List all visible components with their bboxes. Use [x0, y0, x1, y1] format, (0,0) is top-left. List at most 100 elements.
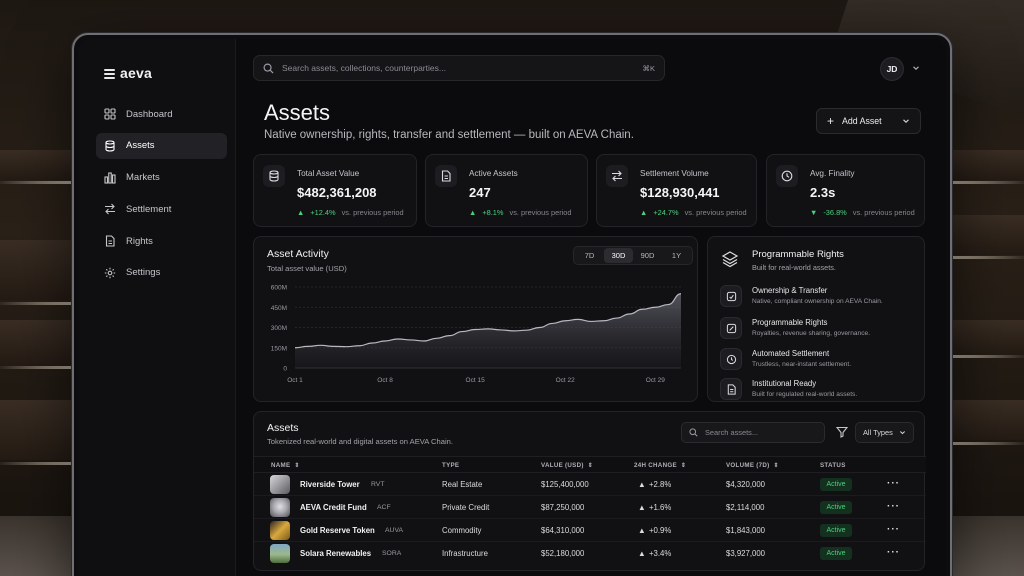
sidebar-item-label: Settlement: [126, 203, 172, 215]
table-row[interactable]: Gold Reserve Token AUVA Commodity $64,31…: [254, 519, 926, 542]
asset-ticker: ACF: [377, 504, 391, 511]
sidebar-item-label: Dashboard: [126, 108, 173, 120]
transfer-icon: [612, 170, 622, 182]
assets-search-input[interactable]: Search assets...: [681, 422, 825, 443]
stat-card-settlement-volume: Settlement Volume $128,930,441 ▲ +24.7% …: [596, 154, 757, 227]
assets-table-card: Assets Tokenized real-world and digital …: [253, 411, 926, 571]
stat-label: Total Asset Value: [297, 169, 360, 178]
more-options-icon[interactable]: ···: [887, 547, 900, 558]
compass-icon: [726, 354, 736, 364]
y-tick-label: 0: [283, 366, 287, 373]
more-options-icon[interactable]: ···: [887, 501, 900, 512]
database-icon: [105, 140, 115, 152]
asset-thumbnail: [270, 498, 290, 517]
table-row[interactable]: Solara Renewables SORA Infrastructure $5…: [254, 542, 926, 565]
stat-change: +24.7%: [653, 208, 679, 217]
sidebar-item-settings[interactable]: Settings: [96, 260, 227, 286]
range-selector: 7D 30D 90D 1Y: [573, 246, 693, 265]
asset-change: +1.6%: [649, 503, 672, 512]
edit-icon: [726, 323, 736, 333]
page-subtitle: Native ownership, rights, transfer and s…: [264, 129, 634, 141]
asset-thumbnail: [270, 475, 290, 494]
logo-text: aeva: [120, 65, 152, 81]
rights-item-settlement: Automated Settlement Trustless, near-ins…: [720, 348, 920, 374]
sidebar-item-rights[interactable]: Rights: [96, 228, 227, 254]
stat-label: Avg. Finality: [810, 169, 855, 178]
rights-item-desc: Royalties, revenue sharing, governance.: [752, 330, 871, 337]
range-7d[interactable]: 7D: [584, 251, 595, 260]
bar-chart-icon: [104, 172, 116, 184]
search-icon: [689, 428, 698, 437]
more-options-icon[interactable]: ···: [887, 524, 900, 535]
sort-icon: ⇕: [680, 462, 687, 469]
add-asset-button[interactable]: + Add Asset: [816, 108, 921, 134]
trend-up-icon: ▲: [469, 208, 477, 217]
global-search-input[interactable]: Search assets, collections, counterparti…: [253, 55, 665, 81]
trend-down-icon: ▼: [810, 208, 818, 217]
clock-icon: [781, 170, 793, 182]
asset-ticker: RVT: [371, 481, 385, 488]
chevron-down-icon[interactable]: [912, 64, 920, 72]
column-header-name[interactable]: NAME ⇕: [271, 462, 300, 469]
column-header-value[interactable]: VALUE (USD) ⇕: [541, 462, 594, 469]
type-filter-value: All Types: [863, 428, 893, 437]
sidebar-nav: Dashboard Assets Markets Settlement Righ…: [96, 101, 227, 292]
programmable-rights-card: Programmable Rights Built for real-world…: [707, 236, 925, 402]
column-header-volume[interactable]: VOLUME (7D) ⇕: [726, 462, 780, 469]
logo-mark-icon: [104, 68, 115, 79]
type-filter-select[interactable]: All Types: [855, 422, 914, 443]
logo[interactable]: aeva: [104, 65, 152, 81]
column-header-type: TYPE: [442, 462, 460, 469]
column-header-change[interactable]: 24H CHANGE ⇕: [634, 462, 687, 469]
rights-item-desc: Built for regulated real-world assets.: [752, 391, 858, 398]
asset-value: $87,250,000: [541, 503, 585, 512]
asset-value: $52,180,000: [541, 549, 585, 558]
table-row[interactable]: AEVA Credit Fund ACF Private Credit $87,…: [254, 496, 926, 519]
asset-type: Infrastructure: [442, 549, 488, 558]
range-90d[interactable]: 90D: [640, 251, 655, 260]
sidebar-item-settlement[interactable]: Settlement: [96, 196, 227, 222]
transfer-icon: [105, 204, 115, 215]
stat-card-active-assets: Active Assets 247 ▲ +8.1% vs. previous p…: [425, 154, 588, 227]
sidebar-item-dashboard[interactable]: Dashboard: [96, 101, 227, 127]
range-30d[interactable]: 30D: [604, 248, 633, 263]
status-badge: Active: [820, 501, 852, 514]
asset-type: Private Credit: [442, 503, 490, 512]
range-1y[interactable]: 1Y: [671, 251, 682, 260]
asset-name[interactable]: Solara Renewables: [300, 549, 372, 558]
laptop-frame: aeva Dashboard Assets Markets Settlemen: [72, 33, 952, 576]
app-window: aeva Dashboard Assets Markets Settlemen: [78, 39, 946, 576]
asset-name[interactable]: Gold Reserve Token: [300, 526, 375, 535]
table-row[interactable]: Riverside Tower RVT Real Estate $125,400…: [254, 473, 926, 496]
assets-search-placeholder: Search assets...: [705, 428, 758, 437]
asset-value: $125,400,000: [541, 480, 589, 489]
asset-change: +3.4%: [649, 549, 672, 558]
x-tick-label: Oct 8: [377, 377, 393, 384]
rights-item-title: Programmable Rights: [752, 318, 828, 327]
avatar[interactable]: JD: [880, 57, 904, 81]
page-title: Assets: [264, 100, 331, 125]
sidebar-item-assets[interactable]: Assets: [96, 132, 227, 159]
asset-thumbnail: [270, 544, 290, 563]
trend-up-icon: ▲: [640, 208, 648, 217]
asset-ticker: AUVA: [385, 527, 404, 534]
asset-volume: $4,320,000: [726, 480, 766, 489]
trend-up-icon: ▲: [297, 208, 305, 217]
stat-label: Active Assets: [469, 169, 518, 178]
x-tick-label: Oct 29: [646, 377, 666, 384]
sort-icon: ⇕: [773, 462, 780, 469]
asset-name[interactable]: AEVA Credit Fund: [300, 503, 367, 512]
gear-icon: [104, 267, 116, 279]
rights-item-desc: Native, compliant ownership on AEVA Chai…: [752, 298, 883, 305]
sidebar-item-label: Assets: [126, 140, 155, 152]
search-shortcut: ⌘K: [642, 63, 655, 73]
column-header-status: STATUS: [820, 462, 846, 469]
asset-name[interactable]: Riverside Tower: [300, 480, 360, 489]
stat-note: vs. previous period: [684, 208, 747, 217]
y-tick-label: 150M: [271, 345, 287, 352]
more-options-icon[interactable]: ···: [887, 478, 900, 489]
asset-type: Real Estate: [442, 480, 483, 489]
sidebar-item-markets[interactable]: Markets: [96, 165, 227, 191]
chevron-down-icon: [903, 119, 909, 124]
filter-icon[interactable]: [836, 426, 848, 438]
